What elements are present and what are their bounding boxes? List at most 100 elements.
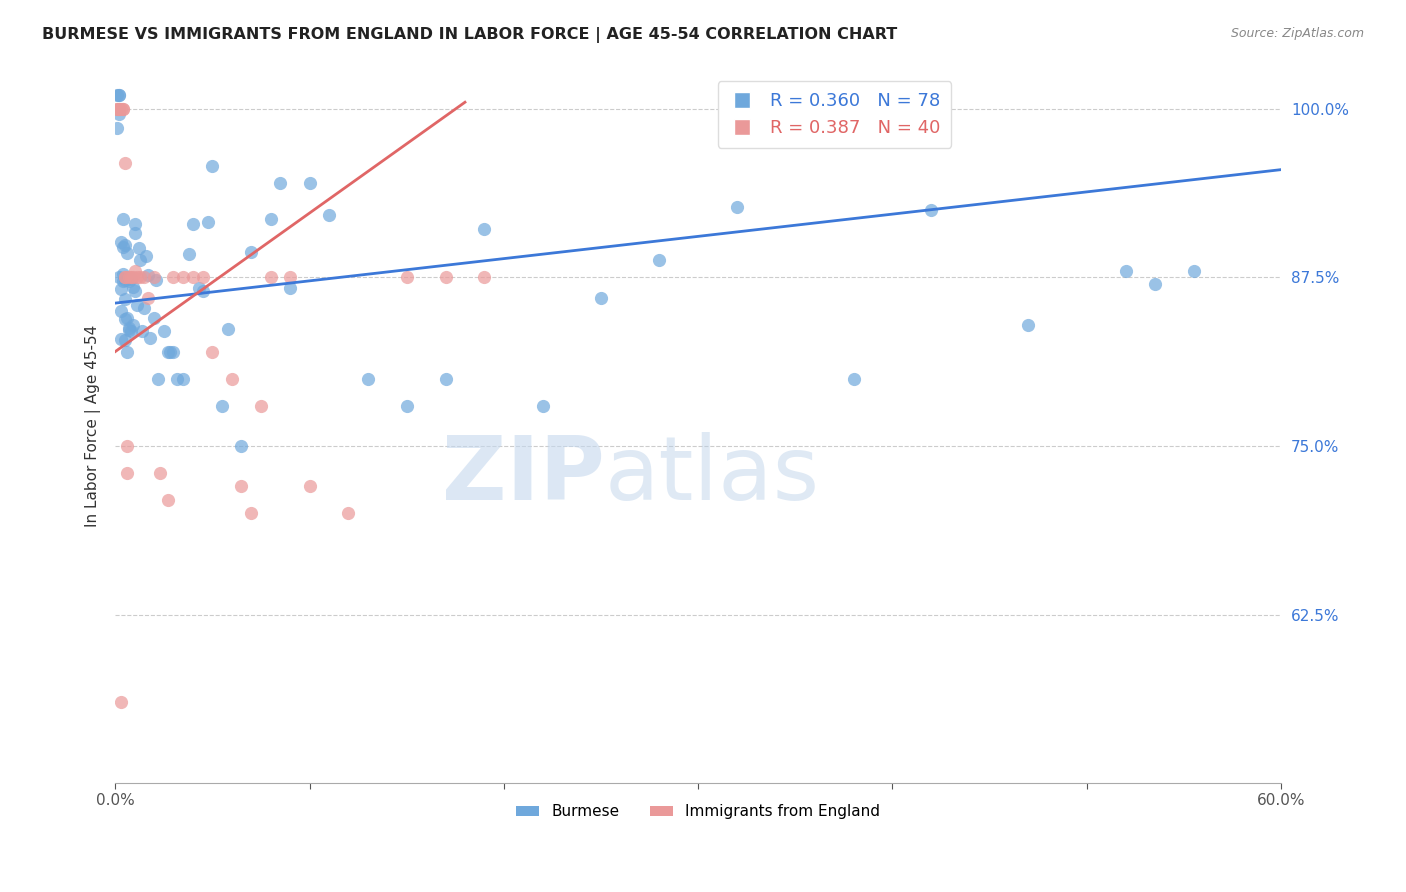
Point <box>648 253 671 268</box>
Point <box>278 281 301 295</box>
Point <box>111 274 134 288</box>
Point <box>121 318 143 332</box>
Point <box>125 270 148 285</box>
Point <box>136 268 159 282</box>
Point <box>118 274 141 288</box>
Point <box>115 466 138 480</box>
Point <box>125 298 148 312</box>
Point <box>139 331 162 345</box>
Point <box>114 156 136 170</box>
Point <box>1017 318 1039 332</box>
Point <box>145 273 167 287</box>
Point <box>269 176 291 190</box>
Point <box>187 280 209 294</box>
Point <box>1182 264 1205 278</box>
Point <box>152 324 174 338</box>
Point <box>111 211 134 226</box>
Text: Source: ZipAtlas.com: Source: ZipAtlas.com <box>1230 27 1364 40</box>
Point <box>231 439 253 453</box>
Point <box>166 371 188 385</box>
Point <box>121 279 143 293</box>
Point <box>124 226 146 240</box>
Point <box>240 507 263 521</box>
Point <box>110 282 132 296</box>
Point <box>395 399 418 413</box>
Point <box>211 399 233 413</box>
Point <box>111 102 134 116</box>
Point <box>201 344 224 359</box>
Point <box>143 310 166 325</box>
Point <box>114 272 136 286</box>
Point <box>124 217 146 231</box>
Point <box>434 371 457 385</box>
Point <box>474 270 496 285</box>
Point <box>221 371 243 385</box>
Point <box>110 235 132 249</box>
Point <box>589 292 612 306</box>
Point <box>124 284 146 298</box>
Point <box>114 270 136 285</box>
Point <box>298 479 321 493</box>
Point <box>110 332 132 346</box>
Legend: Burmese, Immigrants from England: Burmese, Immigrants from England <box>510 798 886 825</box>
Point <box>120 270 142 285</box>
Point <box>357 371 380 385</box>
Point <box>131 325 153 339</box>
Point <box>146 371 169 385</box>
Point <box>105 88 128 103</box>
Point <box>110 303 132 318</box>
Y-axis label: In Labor Force | Age 45-54: In Labor Force | Age 45-54 <box>86 325 101 527</box>
Text: ZIP: ZIP <box>441 433 605 519</box>
Point <box>337 507 360 521</box>
Point <box>162 344 184 359</box>
Point <box>135 249 157 263</box>
Point <box>298 176 321 190</box>
Point <box>162 270 184 285</box>
Point <box>172 270 194 285</box>
Point <box>111 102 134 116</box>
Point <box>105 102 128 116</box>
Point <box>134 270 156 285</box>
Point <box>217 322 239 336</box>
Point <box>259 211 281 226</box>
Point <box>110 695 132 709</box>
Point <box>128 240 150 254</box>
Point <box>318 208 340 222</box>
Point <box>231 479 253 493</box>
Point <box>156 344 179 359</box>
Point <box>108 102 131 116</box>
Point <box>115 245 138 260</box>
Point <box>110 102 132 116</box>
Point <box>108 88 131 103</box>
Point <box>156 492 179 507</box>
Point <box>118 323 141 337</box>
Point <box>118 321 141 335</box>
Point <box>111 240 134 254</box>
Point <box>172 371 194 385</box>
Point <box>1143 277 1166 292</box>
Point <box>114 237 136 252</box>
Point <box>250 399 273 413</box>
Point <box>115 310 138 325</box>
Point <box>136 291 159 305</box>
Point <box>129 253 152 268</box>
Point <box>108 88 131 103</box>
Point <box>105 102 128 116</box>
Point <box>120 325 142 339</box>
Point <box>114 292 136 306</box>
Point <box>134 301 156 315</box>
Point <box>111 268 134 282</box>
Point <box>108 102 131 116</box>
Point <box>920 203 942 218</box>
Text: BURMESE VS IMMIGRANTS FROM ENGLAND IN LABOR FORCE | AGE 45-54 CORRELATION CHART: BURMESE VS IMMIGRANTS FROM ENGLAND IN LA… <box>42 27 897 43</box>
Point <box>115 439 138 453</box>
Point <box>114 333 136 347</box>
Point <box>259 270 281 285</box>
Point <box>1115 264 1137 278</box>
Point <box>105 121 128 136</box>
Point <box>118 270 141 285</box>
Point <box>197 215 219 229</box>
Point <box>124 264 146 278</box>
Point <box>434 270 457 285</box>
Point <box>115 344 138 359</box>
